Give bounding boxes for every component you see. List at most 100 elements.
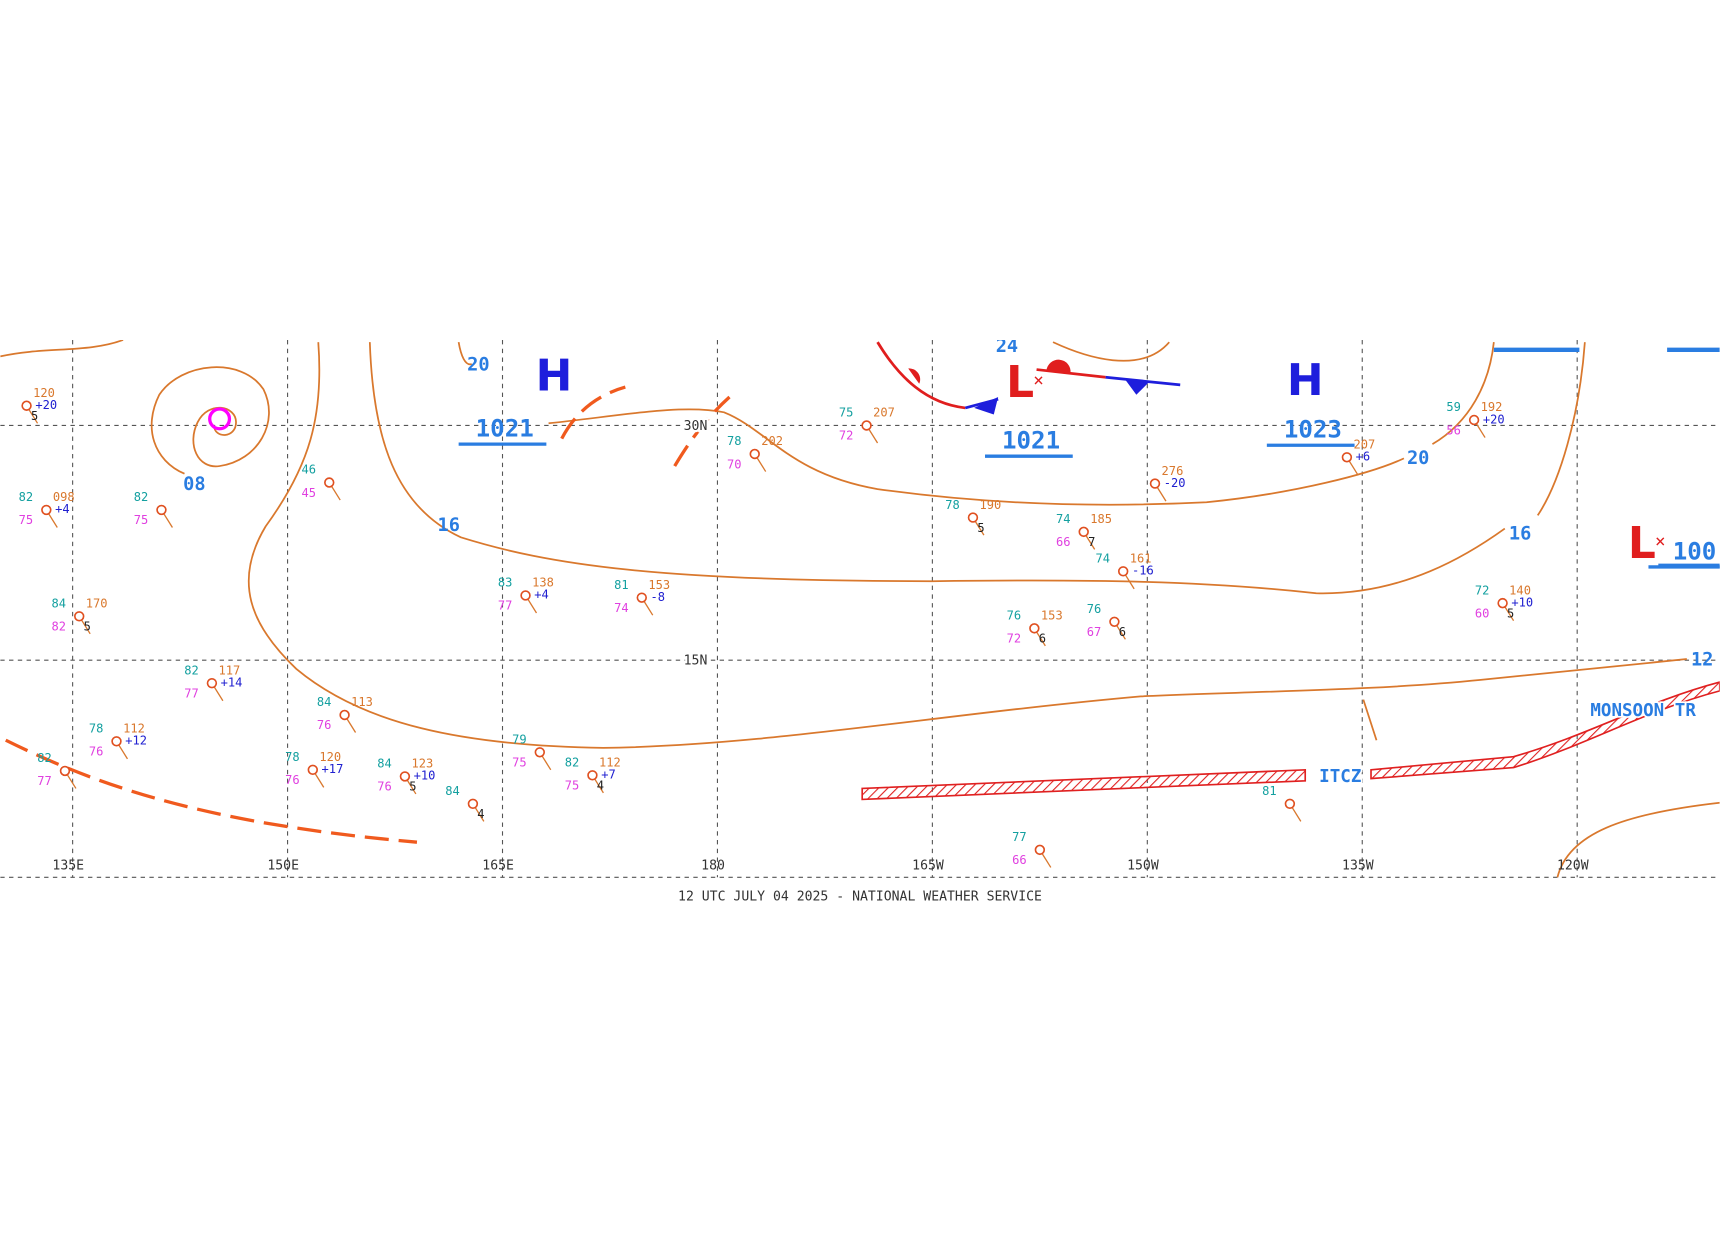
station-td: 77 [498, 599, 513, 613]
isobar-label: 16 [438, 515, 460, 536]
station-circle [339, 709, 350, 721]
station-plot: 78 190 5 [945, 498, 1002, 536]
station-p: 276 [1162, 464, 1184, 478]
station-w: 6 [1039, 632, 1046, 646]
station-p: 120 [319, 750, 341, 764]
station-plot: 76 67 6 [1087, 602, 1126, 640]
station-t: 79 [512, 732, 527, 746]
station-p: 112 [123, 722, 145, 736]
station-circle [74, 611, 85, 622]
station-plot: 78 112+12 76 [89, 722, 147, 760]
station-p: 207 [873, 406, 895, 420]
station-t: 81 [1262, 784, 1277, 798]
station-t: 81 [614, 578, 629, 592]
station-t: 75 [839, 406, 854, 420]
station-w: 6 [1119, 625, 1126, 639]
station-t: 82 [37, 751, 52, 765]
station-circle [520, 590, 531, 601]
station-td: 45 [302, 486, 317, 500]
station-p: 120 [33, 386, 55, 400]
station-tend: +14 [221, 675, 243, 689]
latitude-label: 30N [684, 419, 708, 434]
longitude-label: 180 [701, 859, 725, 874]
station-td: 77 [37, 774, 52, 788]
station-plot: 276-20 [1149, 464, 1186, 502]
station-td: 77 [184, 686, 199, 700]
station-p: 161 [1130, 552, 1152, 566]
station-circle [324, 477, 335, 488]
station-td: 82 [52, 620, 67, 634]
isobar-label: 16 [1509, 524, 1531, 545]
station-p: 138 [532, 576, 554, 590]
station-circle [749, 448, 760, 460]
station-td: 75 [134, 513, 149, 527]
station-tend: +4 [534, 588, 549, 602]
station-circle [1468, 414, 1480, 426]
station-t: 83 [498, 576, 513, 590]
longitude-label: 150W [1127, 859, 1159, 874]
station-p: 202 [761, 434, 783, 448]
pressure-center-symbol: H [536, 350, 573, 401]
station-td: 72 [839, 429, 854, 443]
station-t: 78 [285, 750, 300, 764]
station-t: 82 [184, 663, 199, 677]
station-t: 84 [317, 695, 332, 709]
station-p: 117 [218, 663, 240, 677]
station-circle [534, 747, 545, 758]
station-circle [587, 770, 598, 781]
station-circle [861, 420, 872, 431]
station-plot: 82 77 [37, 751, 77, 789]
station-p: 153 [1041, 609, 1063, 623]
station-tend: +4 [55, 502, 70, 516]
longitude-label: 150E [267, 859, 299, 874]
trough [560, 385, 626, 440]
station-w: 5 [31, 409, 38, 423]
isobars [0, 339, 1720, 878]
station-t: 84 [52, 597, 67, 611]
station-plot: 120+205 [21, 386, 57, 424]
station-plot: 74 161-16 [1096, 552, 1154, 590]
station-tend: +17 [322, 762, 344, 776]
isobar-label: 08 [183, 474, 205, 495]
station-tend: +20 [35, 398, 57, 412]
station-td: 70 [727, 457, 742, 471]
station-circle [41, 504, 52, 516]
station-t: 82 [565, 756, 580, 770]
isobar-label: 12 [1691, 650, 1713, 671]
station-p: 192 [1481, 400, 1503, 414]
station-circle [1078, 526, 1089, 538]
station-p: 185 [1090, 512, 1112, 526]
station-circle [467, 798, 479, 810]
station-plot: 84 170 82 5 [52, 597, 108, 635]
station-t: 78 [945, 498, 960, 512]
station-p: 170 [86, 597, 108, 611]
station-w: 5 [409, 780, 416, 794]
station-circle [59, 765, 71, 777]
latitude-label: 15N [684, 654, 708, 669]
longitude-label: 165E [482, 859, 514, 874]
station-tend: +10 [414, 769, 436, 783]
isobar-label: 24 [996, 336, 1018, 357]
station-t: 82 [134, 490, 149, 504]
station-td: 60 [1475, 606, 1490, 620]
tropical-cyclone [208, 407, 232, 431]
central-pressure: 1021 [1002, 427, 1060, 455]
station-plot: 82 117+14 77 [184, 663, 243, 702]
station-p: 190 [980, 498, 1002, 512]
low-center-mark: × [1655, 532, 1666, 552]
station-t: 59 [1446, 400, 1461, 414]
station-plot: 82 098+4 75 [19, 490, 75, 528]
station-tend: +7 [601, 768, 616, 782]
station-circle [967, 512, 979, 523]
feature-label: MONSOON TR [1590, 701, 1696, 721]
station-plot: 46 45 [302, 463, 341, 501]
station-p: 207 [1353, 438, 1375, 452]
station-plot: 78 202 70 [727, 434, 783, 472]
station-p: 123 [411, 757, 433, 771]
station-td: 76 [285, 773, 300, 787]
pressure-center-symbol: L [1628, 518, 1656, 569]
station-td: 74 [614, 601, 629, 615]
trough [5, 738, 418, 844]
low-center-mark: × [1033, 371, 1044, 391]
pressure-center-symbol: L [1006, 357, 1034, 408]
